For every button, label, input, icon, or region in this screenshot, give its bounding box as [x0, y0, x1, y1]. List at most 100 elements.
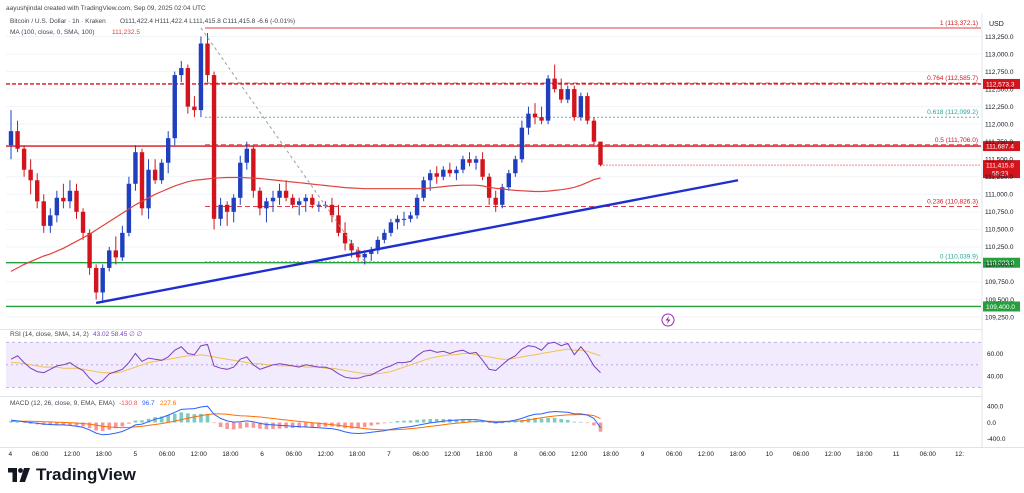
candle-body: [388, 222, 394, 233]
chart-canvas[interactable]: 1 (113,372.1) 0.764 (112,585.7) 0.618 (112…: [0, 0, 1024, 462]
candle-body: [414, 197, 420, 216]
price-tick-label: 112,250.0: [985, 104, 1014, 111]
candle-body: [480, 159, 485, 177]
footer: TradingView: [0, 462, 1024, 493]
candle-body: [395, 218, 400, 223]
candle-body: [218, 204, 223, 219]
price-tick-label: 110,250.0: [985, 244, 1014, 251]
candle-body: [166, 138, 171, 163]
macd-histogram-bar: [513, 421, 518, 423]
level-price-tag: [983, 78, 1020, 89]
attribution-text: aayushjindal created with TradingView.co…: [6, 5, 206, 12]
candle-body: [179, 68, 184, 76]
candle-body: [559, 89, 564, 100]
candle-body: [152, 169, 158, 181]
macd-histogram-bar: [585, 422, 590, 424]
price-tick-label: 109,750.0: [985, 279, 1014, 286]
candle-body: [8, 131, 14, 146]
rsi-pane: 60.00 40.00: [0, 329, 1004, 388]
candle-body: [107, 250, 112, 268]
price-tick-label: 110,750.0: [985, 209, 1014, 216]
fib-level-label: 0 (110,039.9): [940, 254, 978, 261]
time-axis: 4 06:00 12:00 18:00 5 06:00 12:00 18:00 6 06:00 12…: [0, 447, 1024, 458]
time-tick-label: 8: [514, 451, 518, 458]
candle-body: [591, 120, 597, 142]
lightning-icon[interactable]: [661, 313, 675, 327]
time-tick-label: 10: [766, 451, 774, 458]
macd-histogram-bar: [218, 422, 223, 427]
price-tick-label: 112,000.0: [985, 121, 1014, 128]
candle-body: [526, 113, 531, 128]
time-tick-label: 12:: [955, 451, 964, 458]
macd-histogram-bar: [592, 422, 596, 426]
macd-histogram-bar: [159, 416, 164, 423]
candle-body: [401, 218, 407, 220]
ma-legend-label: MA (100, close, 0, SMA, 100): [10, 29, 95, 36]
time-tick-label: 18:00: [729, 451, 746, 458]
macd-histogram-bar: [349, 422, 354, 429]
macd-histogram-bar: [336, 422, 341, 427]
candle-body: [598, 141, 603, 165]
macd-histogram-bar: [415, 419, 419, 423]
macd-histogram-bar: [546, 418, 550, 423]
bar-countdown-text: 55:23: [992, 171, 1009, 178]
macd-histogram-bar: [87, 422, 92, 429]
candle-body: [35, 180, 40, 202]
candle-body: [198, 43, 204, 111]
macd-histogram-bar: [434, 419, 439, 423]
tradingview-brand: TradingView: [36, 465, 136, 484]
fib-level-label: 0.5 (111,706.0): [935, 137, 978, 144]
macd-histogram-bar: [231, 422, 236, 430]
macd-legend-macd: 96.7: [142, 400, 155, 407]
macd-pane: 400.0 0.0 -400.0: [0, 396, 1006, 443]
time-tick-label: 7: [387, 451, 391, 458]
candle-body: [500, 187, 505, 205]
macd-histogram-bar: [290, 422, 295, 429]
macd-legend-hist: -130.8: [119, 400, 138, 407]
candle-body: [139, 152, 145, 209]
macd-histogram-bar: [146, 418, 151, 423]
candle-body: [146, 169, 151, 209]
macd-histogram-bar: [500, 422, 505, 424]
macd-histogram-bar: [199, 413, 203, 423]
support-trendline[interactable]: [95, 179, 739, 305]
macd-histogram-bar: [461, 419, 465, 423]
price-grid: [6, 36, 981, 318]
time-tick-label: 5: [133, 451, 137, 458]
macd-histogram-bar: [251, 422, 256, 428]
candle-body: [231, 197, 236, 212]
time-tick-label: 4: [9, 451, 13, 458]
time-tick-label: 18:00: [349, 451, 366, 458]
candle-body: [532, 113, 538, 118]
price-tick-label: 109,500.0: [985, 297, 1014, 304]
macd-tick-label: 0.0: [987, 420, 996, 427]
time-tick-label: 9: [641, 451, 645, 458]
candle-body: [100, 267, 105, 293]
tradingview-logo[interactable]: TradingView: [8, 465, 136, 485]
macd-histogram-bar: [94, 422, 98, 431]
time-tick-label: 12:00: [444, 451, 461, 458]
rsi-ma-line: [11, 348, 601, 375]
tradingview-logo-icon: [8, 468, 30, 482]
candle-body: [61, 197, 66, 202]
macd-histogram-bar: [258, 422, 262, 429]
candle-body: [329, 204, 335, 216]
macd-histogram-bar: [9, 421, 13, 423]
macd-histogram-bar: [212, 422, 216, 424]
candle-body: [467, 159, 472, 163]
candle-body: [257, 190, 263, 209]
ohlc-readout: O111,422.4 H111,422.4 L111,415.8 C111,41…: [120, 18, 295, 25]
current-price-text: 111,415.8: [986, 163, 1014, 170]
price-tick-label: 111,750.0: [985, 139, 1013, 146]
macd-histogram-bar: [467, 420, 472, 423]
candle-body: [316, 204, 322, 206]
level-price-tag: [983, 257, 1020, 268]
level-price-text: 109,400.0: [986, 304, 1015, 311]
time-tick-label: 12:00: [317, 451, 334, 458]
candle-body: [238, 162, 243, 198]
price-tick-label: 113,250.0: [985, 34, 1014, 41]
candle-body: [565, 89, 570, 100]
ma-legend-value: 111,232.5: [112, 29, 140, 36]
macd-histogram-bar: [539, 418, 544, 423]
macd-histogram-bar: [552, 418, 557, 423]
